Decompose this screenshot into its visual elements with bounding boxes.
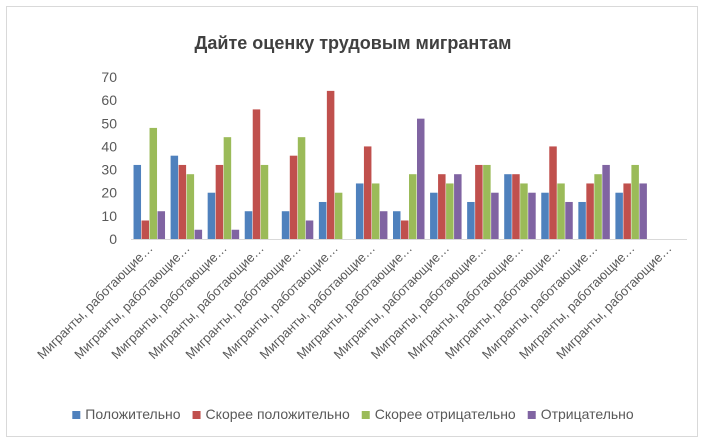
bar-4-9 — [454, 174, 462, 239]
bar-2-5 — [289, 155, 298, 239]
bar-1-5 — [281, 211, 290, 239]
legend: Положительно Скорее положительно Скорее от… — [72, 406, 634, 422]
y-tick-label: 20 — [101, 185, 117, 201]
legend-swatch — [192, 411, 201, 419]
bar-1-9 — [430, 192, 438, 239]
bar-3-8 — [409, 174, 417, 239]
legend-swatch — [72, 411, 81, 419]
bar-3-2 — [186, 174, 195, 239]
legend-label: Скорее отрицательно — [375, 406, 516, 422]
bar-3-6 — [334, 192, 343, 239]
legend-item-2: Скорее положительно — [192, 406, 350, 422]
legend-label: Положительно — [85, 406, 180, 422]
bar-2-6 — [326, 90, 335, 239]
bar-3-12 — [557, 183, 565, 239]
bar-4-3 — [231, 229, 240, 239]
bar-3-7 — [371, 183, 380, 239]
bar-3-5 — [297, 137, 306, 239]
bar-2-4 — [252, 109, 261, 240]
bar-3-14 — [631, 164, 639, 239]
bar-4-1 — [157, 211, 166, 239]
bar-2-12 — [549, 146, 557, 239]
bar-1-2 — [170, 155, 179, 239]
chart-frame: Дайте оценку трудовым мигрантам 0 10 20 30 4… — [6, 6, 698, 437]
bar-1-13 — [578, 201, 586, 239]
bar-4-8 — [417, 118, 425, 239]
legend-item-1: Положительно — [72, 406, 181, 422]
bar-1-4 — [244, 211, 253, 239]
y-tick-label: 50 — [101, 115, 117, 131]
bar-1-1 — [133, 164, 142, 239]
bar-3-13 — [594, 174, 602, 239]
bar-1-6 — [318, 201, 327, 239]
bar-2-13 — [586, 183, 594, 239]
bar-2-10 — [475, 164, 483, 239]
bar-3-4 — [260, 164, 269, 239]
legend-label: Отрицательно — [541, 406, 634, 422]
bar-2-3 — [215, 164, 224, 239]
bar-3-10 — [483, 164, 491, 239]
bar-4-7 — [379, 211, 388, 239]
bar-2-8 — [401, 220, 409, 239]
bar-3-3 — [223, 137, 232, 239]
bar-3-1 — [149, 127, 158, 239]
bar-1-8 — [393, 211, 401, 239]
bar-2-7 — [363, 146, 372, 239]
bar-4-11 — [528, 192, 536, 239]
bar-1-3 — [207, 192, 216, 239]
bar-3-9 — [446, 183, 454, 239]
bar-4-14 — [639, 183, 647, 239]
bar-1-11 — [504, 174, 512, 239]
y-tick-label: 60 — [101, 92, 117, 108]
bar-3-11 — [520, 183, 528, 239]
legend-label: Скорее положительно — [206, 406, 350, 422]
legend-item-4: Отрицательно — [527, 406, 634, 422]
bar-2-1 — [141, 220, 150, 239]
bar-4-12 — [565, 201, 573, 239]
bar-4-2 — [194, 229, 203, 239]
bars — [133, 90, 647, 240]
bar-1-12 — [541, 192, 549, 239]
legend-swatch — [527, 411, 536, 419]
x-axis: Мигранты, работающие…Мигранты, работающи… — [34, 239, 687, 362]
bar-1-7 — [355, 183, 364, 239]
bar-4-5 — [305, 220, 314, 239]
bar-2-9 — [438, 174, 446, 239]
bar-1-10 — [467, 201, 475, 239]
bar-2-11 — [512, 174, 520, 239]
legend-swatch — [361, 411, 370, 419]
legend-item-3: Скорее отрицательно — [361, 406, 516, 422]
bar-chart: Дайте оценку трудовым мигрантам 0 10 20 30 4… — [34, 33, 687, 422]
bar-2-2 — [178, 164, 187, 239]
y-tick-label: 30 — [101, 162, 117, 178]
y-tick-label: 70 — [101, 69, 117, 85]
bar-4-13 — [602, 164, 610, 239]
y-tick-label: 0 — [109, 231, 117, 247]
bar-1-14 — [615, 192, 623, 239]
chart-title: Дайте оценку трудовым мигрантам — [195, 33, 512, 53]
bar-4-10 — [491, 192, 499, 239]
y-axis: 0 10 20 30 40 50 60 70 — [101, 69, 117, 247]
bar-2-14 — [623, 183, 631, 239]
y-tick-label: 10 — [101, 208, 117, 224]
y-tick-label: 40 — [101, 138, 117, 154]
